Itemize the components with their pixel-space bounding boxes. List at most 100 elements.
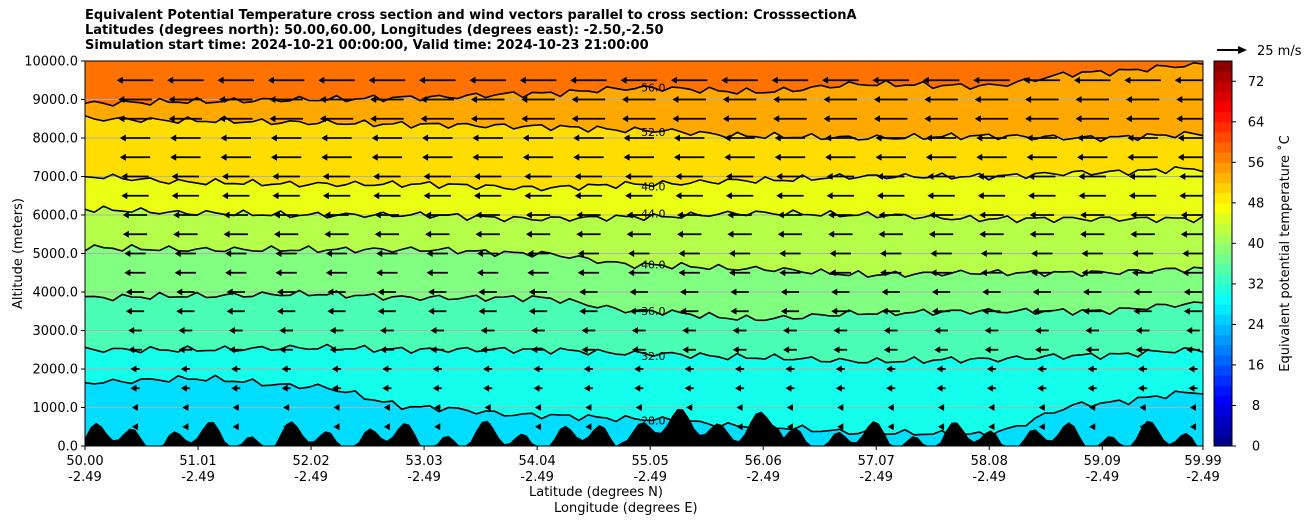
wind-vector (533, 365, 543, 373)
wind-vector (728, 250, 751, 257)
wind-vector (1130, 211, 1155, 219)
wind-vector (672, 115, 706, 123)
wind-vector (773, 115, 807, 123)
wind-vector (881, 307, 900, 315)
colorbar-segment (1214, 283, 1232, 295)
wind-vector (422, 134, 453, 142)
wind-vector (475, 211, 500, 219)
wind-vector (231, 365, 241, 373)
wind-vector (837, 404, 844, 411)
wind-vector (1083, 288, 1102, 296)
wind-vector (625, 192, 653, 200)
wind-vector (1028, 192, 1056, 200)
wind-vector (124, 269, 146, 277)
wind-vector (625, 173, 653, 180)
wind-vector (677, 211, 702, 219)
wind-vector (116, 76, 154, 84)
wind-vector (1127, 153, 1158, 161)
colorbar-segment (1214, 273, 1232, 285)
colorbar-segment (1214, 415, 1232, 427)
wind-vector (131, 404, 139, 411)
wind-vector (376, 250, 398, 257)
wind-vector (220, 153, 251, 161)
wind-vector (628, 250, 650, 257)
wind-vector (325, 269, 348, 277)
wind-vector (977, 173, 1006, 180)
colorbar-tick-label: 24 (1248, 318, 1265, 333)
wind-vector (531, 346, 545, 354)
wind-vector (727, 230, 752, 238)
colorbar-segment (1214, 202, 1232, 214)
wind-vector (173, 211, 198, 219)
wind-vector (828, 211, 853, 219)
wind-vector (373, 173, 401, 180)
wind-vector (1025, 115, 1059, 123)
wind-vector (1075, 96, 1109, 103)
colorbar-segment (1214, 395, 1232, 406)
wind-vector (833, 346, 848, 354)
wind-vector (1182, 269, 1203, 277)
wind-vector (122, 230, 148, 238)
wind-vector (622, 115, 656, 123)
wind-vector (783, 327, 797, 334)
wind-vector (374, 230, 400, 238)
wind-vector (376, 269, 398, 277)
wind-vector (226, 307, 245, 315)
wind-vector (174, 269, 197, 277)
wind-vector (171, 173, 200, 180)
wind-vector (182, 404, 189, 411)
wind-vector (635, 423, 642, 431)
wind-vector (1188, 384, 1198, 392)
wind-vector (779, 250, 801, 257)
colorbar-segment (1214, 111, 1232, 123)
wind-vector (786, 423, 793, 431)
contour-line-36 (85, 289, 1203, 322)
wind-vector (219, 115, 253, 123)
wind-vector (373, 192, 401, 200)
wind-vector (484, 423, 491, 431)
colorbar-segment (1214, 385, 1232, 396)
wind-key-label: 25 m/s (1257, 44, 1302, 59)
wind-vector (430, 346, 445, 354)
wind-vector (428, 307, 447, 315)
wind-vector (370, 115, 404, 123)
wind-vector (771, 76, 809, 84)
wind-vector (1182, 250, 1203, 257)
wind-vector (525, 230, 551, 238)
wind-vector (581, 327, 596, 334)
wind-vector (677, 230, 702, 238)
wind-vector (272, 173, 300, 180)
wind-vector (327, 307, 346, 315)
wind-vector (321, 134, 352, 142)
wind-vector (1139, 423, 1146, 431)
contour-line-44 (85, 205, 1203, 224)
wind-vector (130, 384, 140, 392)
wind-vector (875, 134, 906, 142)
wind-vector (1075, 115, 1109, 123)
wind-vector (318, 76, 355, 84)
wind-vector (1177, 153, 1203, 161)
wind-vector (571, 115, 606, 123)
wind-vector (931, 307, 951, 315)
wind-vector (573, 153, 604, 161)
wind-vector (631, 327, 646, 334)
wind-vector (1177, 134, 1203, 142)
wind-vector (419, 76, 456, 84)
wind-vector (174, 250, 197, 257)
wind-vector (178, 327, 193, 334)
wind-vector (873, 96, 908, 103)
wind-vector (774, 134, 806, 142)
colorbar-tick-label: 56 (1248, 156, 1265, 171)
wind-vector (524, 173, 552, 180)
wind-vector (629, 288, 648, 296)
wind-vector (477, 250, 499, 257)
wind-vector (371, 134, 403, 142)
wind-vector (521, 96, 555, 103)
wind-vector (635, 404, 642, 411)
y-tick-label: 10000.0 (24, 55, 78, 70)
wind-vector (272, 192, 300, 200)
wind-vector (837, 423, 844, 431)
wind-vector (167, 76, 204, 84)
wind-vector (686, 423, 693, 431)
wind-vector (722, 115, 757, 123)
